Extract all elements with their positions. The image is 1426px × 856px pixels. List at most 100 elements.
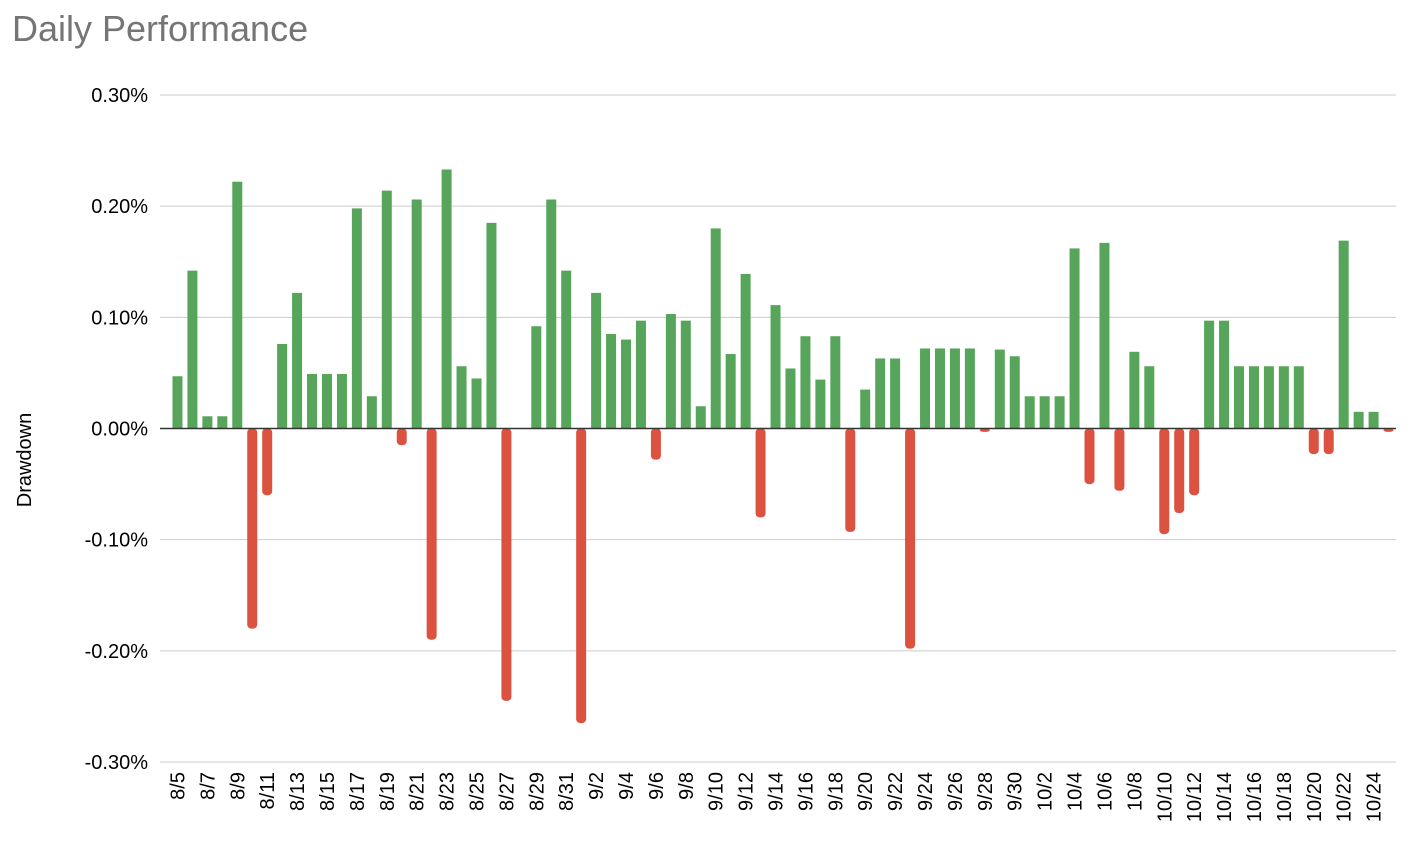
bar <box>1159 428 1170 535</box>
x-tick-label: 9/10 <box>706 772 728 811</box>
x-tick-label: 10/20 <box>1304 772 1326 822</box>
x-tick-label: 9/28 <box>975 772 997 811</box>
bar <box>262 428 273 496</box>
x-tick-label: 9/30 <box>1005 772 1027 811</box>
bar <box>411 199 422 429</box>
bar <box>770 305 781 429</box>
bar <box>994 349 1005 429</box>
bar <box>830 336 841 429</box>
x-tick-label: 10/22 <box>1334 772 1356 822</box>
x-tick-label: 8/13 <box>287 772 309 811</box>
x-tick-label: 10/10 <box>1154 772 1176 822</box>
bar <box>1383 428 1394 432</box>
x-tick-label: 9/4 <box>616 772 638 800</box>
bar <box>277 344 288 429</box>
bar <box>441 169 452 429</box>
y-axis-label: Drawdown <box>14 413 36 507</box>
bar <box>1353 411 1364 429</box>
x-tick-label: 8/27 <box>496 772 518 811</box>
y-tick-label: 0.30% <box>91 85 148 107</box>
bar <box>979 428 990 432</box>
x-tick-label: 10/12 <box>1184 772 1206 822</box>
bar <box>725 354 736 429</box>
bar <box>501 428 512 701</box>
bar <box>381 190 392 429</box>
y-tick-label: -0.20% <box>85 641 149 663</box>
bar <box>1054 396 1065 429</box>
bar <box>1234 366 1245 429</box>
bar <box>396 428 407 446</box>
x-tick-label: 10/2 <box>1035 772 1057 811</box>
bar <box>1219 320 1230 429</box>
bar <box>800 336 811 429</box>
chart-title: Daily Performance <box>12 8 309 49</box>
x-tick-label: 9/8 <box>676 772 698 800</box>
bar <box>860 389 871 429</box>
bar <box>1174 428 1185 513</box>
bar <box>1278 366 1289 429</box>
bar <box>1308 428 1319 455</box>
bar <box>247 428 258 629</box>
bar <box>695 406 706 429</box>
bar <box>665 313 676 429</box>
x-tick-label: 10/16 <box>1244 772 1266 822</box>
bar <box>576 428 587 724</box>
x-tick-label: 10/24 <box>1364 772 1386 822</box>
bar <box>1368 411 1379 429</box>
bar <box>635 320 646 429</box>
x-tick-label: 8/17 <box>347 772 369 811</box>
bar <box>1338 240 1349 429</box>
x-tick-label: 10/8 <box>1124 772 1146 811</box>
x-tick-label: 9/18 <box>825 772 847 811</box>
bar <box>1144 366 1155 429</box>
x-tick-label: 9/24 <box>915 772 937 811</box>
bar <box>680 320 691 429</box>
bar <box>1084 428 1095 485</box>
y-tick-label: 0.10% <box>91 307 148 329</box>
bar <box>845 428 856 532</box>
bar <box>1099 242 1110 429</box>
bar <box>1024 396 1035 429</box>
x-tick-label: 8/15 <box>317 772 339 811</box>
y-tick-label: 0.20% <box>91 196 148 218</box>
bar <box>426 428 437 640</box>
x-tick-label: 10/6 <box>1094 772 1116 811</box>
x-tick-label: 9/14 <box>766 772 788 811</box>
bar <box>172 376 183 429</box>
x-tick-label: 9/20 <box>855 772 877 811</box>
x-tick-label: 9/22 <box>885 772 907 811</box>
bar <box>740 273 751 429</box>
bar <box>815 379 826 429</box>
bars <box>172 169 1394 724</box>
x-tick-label: 10/18 <box>1274 772 1296 822</box>
bar <box>949 348 960 429</box>
x-tick-label: 8/11 <box>257 772 279 809</box>
x-tick-label: 8/25 <box>467 772 489 811</box>
bar <box>1129 351 1140 429</box>
bar <box>1069 248 1080 429</box>
bar <box>785 368 796 429</box>
x-tick-label: 9/6 <box>646 772 668 800</box>
x-tick-label: 8/7 <box>197 772 219 800</box>
bar <box>1323 428 1334 455</box>
x-tick-label: 8/5 <box>167 772 189 800</box>
y-tick-label: 0.00% <box>91 419 148 441</box>
bar <box>1009 356 1020 429</box>
bar <box>920 348 931 429</box>
bar <box>650 428 661 460</box>
x-tick-label: 8/23 <box>437 772 459 811</box>
bar <box>531 326 542 429</box>
bar <box>336 374 347 429</box>
x-tick-label: 8/9 <box>227 772 249 800</box>
x-tick-label: 8/29 <box>526 772 548 811</box>
x-tick-label: 9/12 <box>736 772 758 811</box>
bar <box>1293 366 1304 429</box>
bar <box>217 416 228 429</box>
bar <box>187 270 198 429</box>
y-tick-label: -0.30% <box>85 752 149 774</box>
bar <box>456 366 467 429</box>
bar <box>351 208 362 429</box>
bar <box>202 416 213 429</box>
bar <box>875 358 886 429</box>
